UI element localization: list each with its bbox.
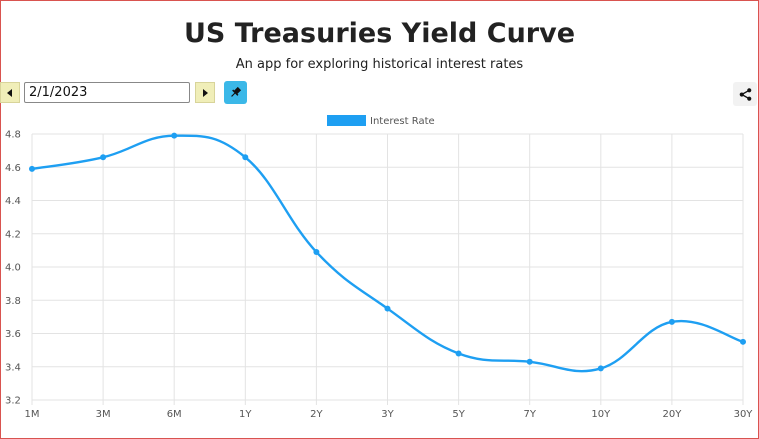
page-subtitle: An app for exploring historical interest… [235, 57, 524, 72]
y-tick-label: 4.0 [5, 263, 21, 274]
y-axis: 4.8 4.6 4.4 4.2 4.0 3.8 3.6 3.4 3.2 [5, 130, 21, 407]
data-point [455, 350, 462, 357]
legend-swatch [327, 115, 366, 126]
x-tick-label: 10Y [591, 409, 611, 420]
y-tick-label: 3.2 [5, 396, 21, 407]
legend-label: Interest Rate [370, 116, 435, 127]
x-tick-label: 30Y [734, 409, 754, 420]
data-point [313, 249, 320, 256]
x-tick-label: 7Y [523, 409, 536, 420]
data-point [668, 318, 675, 325]
chart-legend: Interest Rate [327, 115, 435, 127]
x-tick-label: 20Y [662, 409, 682, 420]
y-tick-label: 4.2 [5, 229, 21, 240]
data-point [29, 165, 35, 172]
chart-grid [31, 133, 744, 405]
next-date-button[interactable] [195, 82, 215, 103]
y-tick-label: 4.8 [5, 130, 21, 141]
data-point [384, 305, 391, 312]
x-tick-label: 5Y [452, 409, 465, 420]
y-tick-label: 3.8 [5, 296, 21, 307]
yield-curve-chart: Interest Rate 4.8 4.6 4.4 4.2 4.0 3.8 3.6 3.4 3.… [5, 115, 754, 420]
caret-left-icon [7, 88, 12, 97]
x-tick-label: 1Y [239, 409, 252, 420]
data-point [740, 338, 746, 345]
caret-right-icon [203, 88, 208, 97]
date-input[interactable] [24, 82, 190, 103]
data-point [597, 365, 604, 372]
y-tick-label: 4.4 [5, 196, 21, 207]
data-points [29, 132, 746, 372]
pin-icon [231, 86, 242, 97]
data-point [526, 358, 533, 365]
data-point [171, 132, 178, 139]
x-axis: 1M 3M 6M 1Y 2Y 3Y 5Y 7Y 10Y 20Y 30Y [25, 409, 754, 420]
pin-button[interactable] [224, 81, 247, 104]
page-title: US Treasuries Yield Curve [183, 18, 576, 49]
share-button[interactable] [733, 82, 757, 106]
y-tick-label: 3.4 [5, 362, 21, 373]
x-tick-label: 3Y [381, 409, 394, 420]
x-tick-label: 2Y [310, 409, 323, 420]
y-tick-label: 4.6 [5, 163, 21, 174]
y-tick-label: 3.6 [5, 329, 21, 340]
x-tick-label: 6M [167, 409, 182, 420]
previous-date-button[interactable] [0, 82, 20, 103]
x-tick-label: 3M [96, 409, 111, 420]
data-point [100, 154, 107, 161]
data-point [242, 154, 249, 161]
x-tick-label: 1M [25, 409, 40, 420]
share-icon [739, 87, 751, 101]
